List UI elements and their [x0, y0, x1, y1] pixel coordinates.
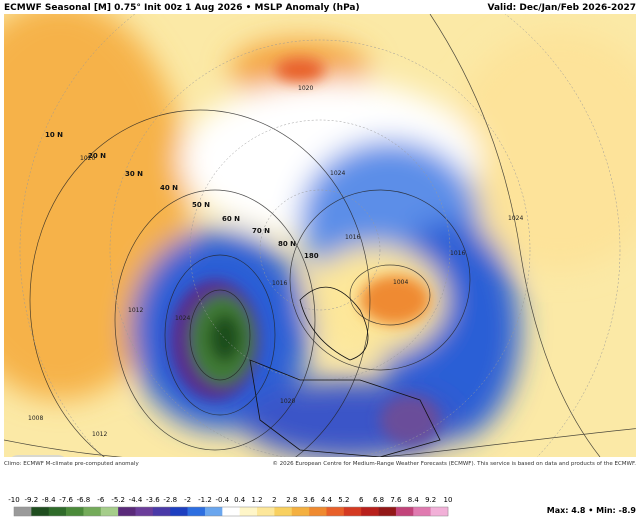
latitude-label: 70 N — [252, 227, 270, 235]
latitude-label: 20 N — [88, 152, 106, 160]
colorbar-segment — [48, 507, 67, 516]
colorbar-tick-label: 3.6 — [304, 496, 316, 504]
isobar-label: 1008 — [28, 415, 43, 422]
colorbar-segment — [135, 507, 154, 516]
colorbar-tick-label: -10 — [8, 496, 19, 504]
colorbar-segment — [83, 507, 102, 516]
colorbar-segment — [152, 507, 171, 516]
longitude-label: 180 — [304, 252, 319, 260]
latitude-label: 50 N — [192, 201, 210, 209]
latitude-label: 30 N — [125, 170, 143, 178]
isobar-label: 1024 — [330, 170, 345, 177]
colorbar-segment — [326, 507, 345, 516]
colorbar-segment — [187, 507, 206, 516]
colorbar-segment — [118, 507, 136, 516]
colorbar-segment — [274, 507, 293, 516]
isobar-label: 1024 — [508, 215, 523, 222]
colorbar-segment — [239, 507, 258, 516]
colorbar-tick-label: -6 — [97, 496, 105, 504]
latitude-label: 80 N — [278, 240, 296, 248]
colorbar-segment — [430, 507, 449, 516]
isobar-label: 1016 — [345, 234, 360, 241]
colorbar-segment — [66, 507, 84, 516]
colorbar-segment — [14, 507, 32, 516]
max-min: Max: 4.8 • Min: -8.9 — [547, 506, 637, 515]
isobar-label: 1016 — [272, 280, 287, 287]
colorbar-tick-label: 10 — [444, 496, 453, 504]
isobar-label: 1024 — [175, 315, 190, 322]
isobar-label: 1016 — [450, 250, 465, 257]
colorbar-tick-label: -3.6 — [146, 496, 160, 504]
colorbar-tick-label: -8.4 — [42, 496, 56, 504]
isobar-label: 1012 — [128, 307, 143, 314]
colorbar-segment — [343, 507, 362, 516]
colorbar-tick-label: 1.2 — [251, 496, 262, 504]
colorbar-tick-label: 6 — [359, 496, 364, 504]
climo-note: Climo: ECMWF M-climate pre-computed anom… — [4, 461, 139, 467]
latitude-label: 60 N — [222, 215, 240, 223]
colorbar-tick-label: -5.2 — [111, 496, 125, 504]
colorbar-tick-label: 6.8 — [373, 496, 384, 504]
latitude-label: 10 N — [45, 131, 63, 139]
copyright: © 2026 European Centre for Medium-Range … — [272, 460, 636, 467]
colorbar-tick-label: 9.2 — [425, 496, 436, 504]
colorbar-tick-label: 8.4 — [408, 496, 420, 504]
isobar-label: 1012 — [92, 431, 107, 438]
isobar-label: 1020 — [80, 155, 95, 162]
isobar-label: 1020 — [298, 85, 313, 92]
isobar-label: 1004 — [393, 279, 408, 286]
colorbar-tick-label: -9.2 — [25, 496, 39, 504]
colorbar-tick-label: -0.4 — [215, 496, 229, 504]
colorbar-segment — [291, 507, 310, 516]
colorbar-tick-label: 5.2 — [338, 496, 349, 504]
colorbar-tick-label: -2.8 — [163, 496, 177, 504]
colorbar-tick-label: 0.4 — [234, 496, 246, 504]
colorbar-tick-label: 4.4 — [321, 496, 333, 504]
colorbar-tick-label: -2 — [184, 496, 191, 504]
colorbar-segment — [395, 507, 414, 516]
colorbar-tick-label: -6.8 — [77, 496, 91, 504]
colorbar-segment — [378, 507, 397, 516]
colorbar-tick-label: -1.2 — [198, 496, 212, 504]
title: ECMWF Seasonal [M] 0.75° Init 00z 1 Aug … — [4, 3, 360, 13]
colorbar-segment — [257, 507, 275, 516]
colorbar-tick-label: -7.6 — [59, 496, 73, 504]
latitude-label: 40 N — [160, 184, 178, 192]
colorbar-frame — [13, 506, 449, 517]
colorbar-segment — [361, 507, 379, 516]
isobar-label: 1020 — [280, 398, 295, 405]
colorbar-tick-label: 7.6 — [390, 496, 402, 504]
colorbar-tick-label: 2 — [272, 496, 276, 504]
colorbar-segment — [204, 507, 223, 516]
colorbar-tick-label: -4.4 — [129, 496, 143, 504]
valid-time: Valid: Dec/Jan/Feb 2026-2027 — [488, 3, 637, 13]
colorbar: -10 -9.2 -8.4 -7.6 -6.8 -6 -5.2 -4.4 -3.6 -2.8 -2-… — [8, 496, 453, 517]
colorbar-segment — [413, 507, 431, 516]
colorbar-segment — [170, 507, 188, 516]
colorbar-tick-label: 2.8 — [286, 496, 297, 504]
colorbar-segment — [31, 507, 50, 516]
colorbar-segment — [100, 507, 119, 516]
colorbar-segment — [222, 507, 240, 516]
colorbar-segment — [309, 507, 327, 516]
